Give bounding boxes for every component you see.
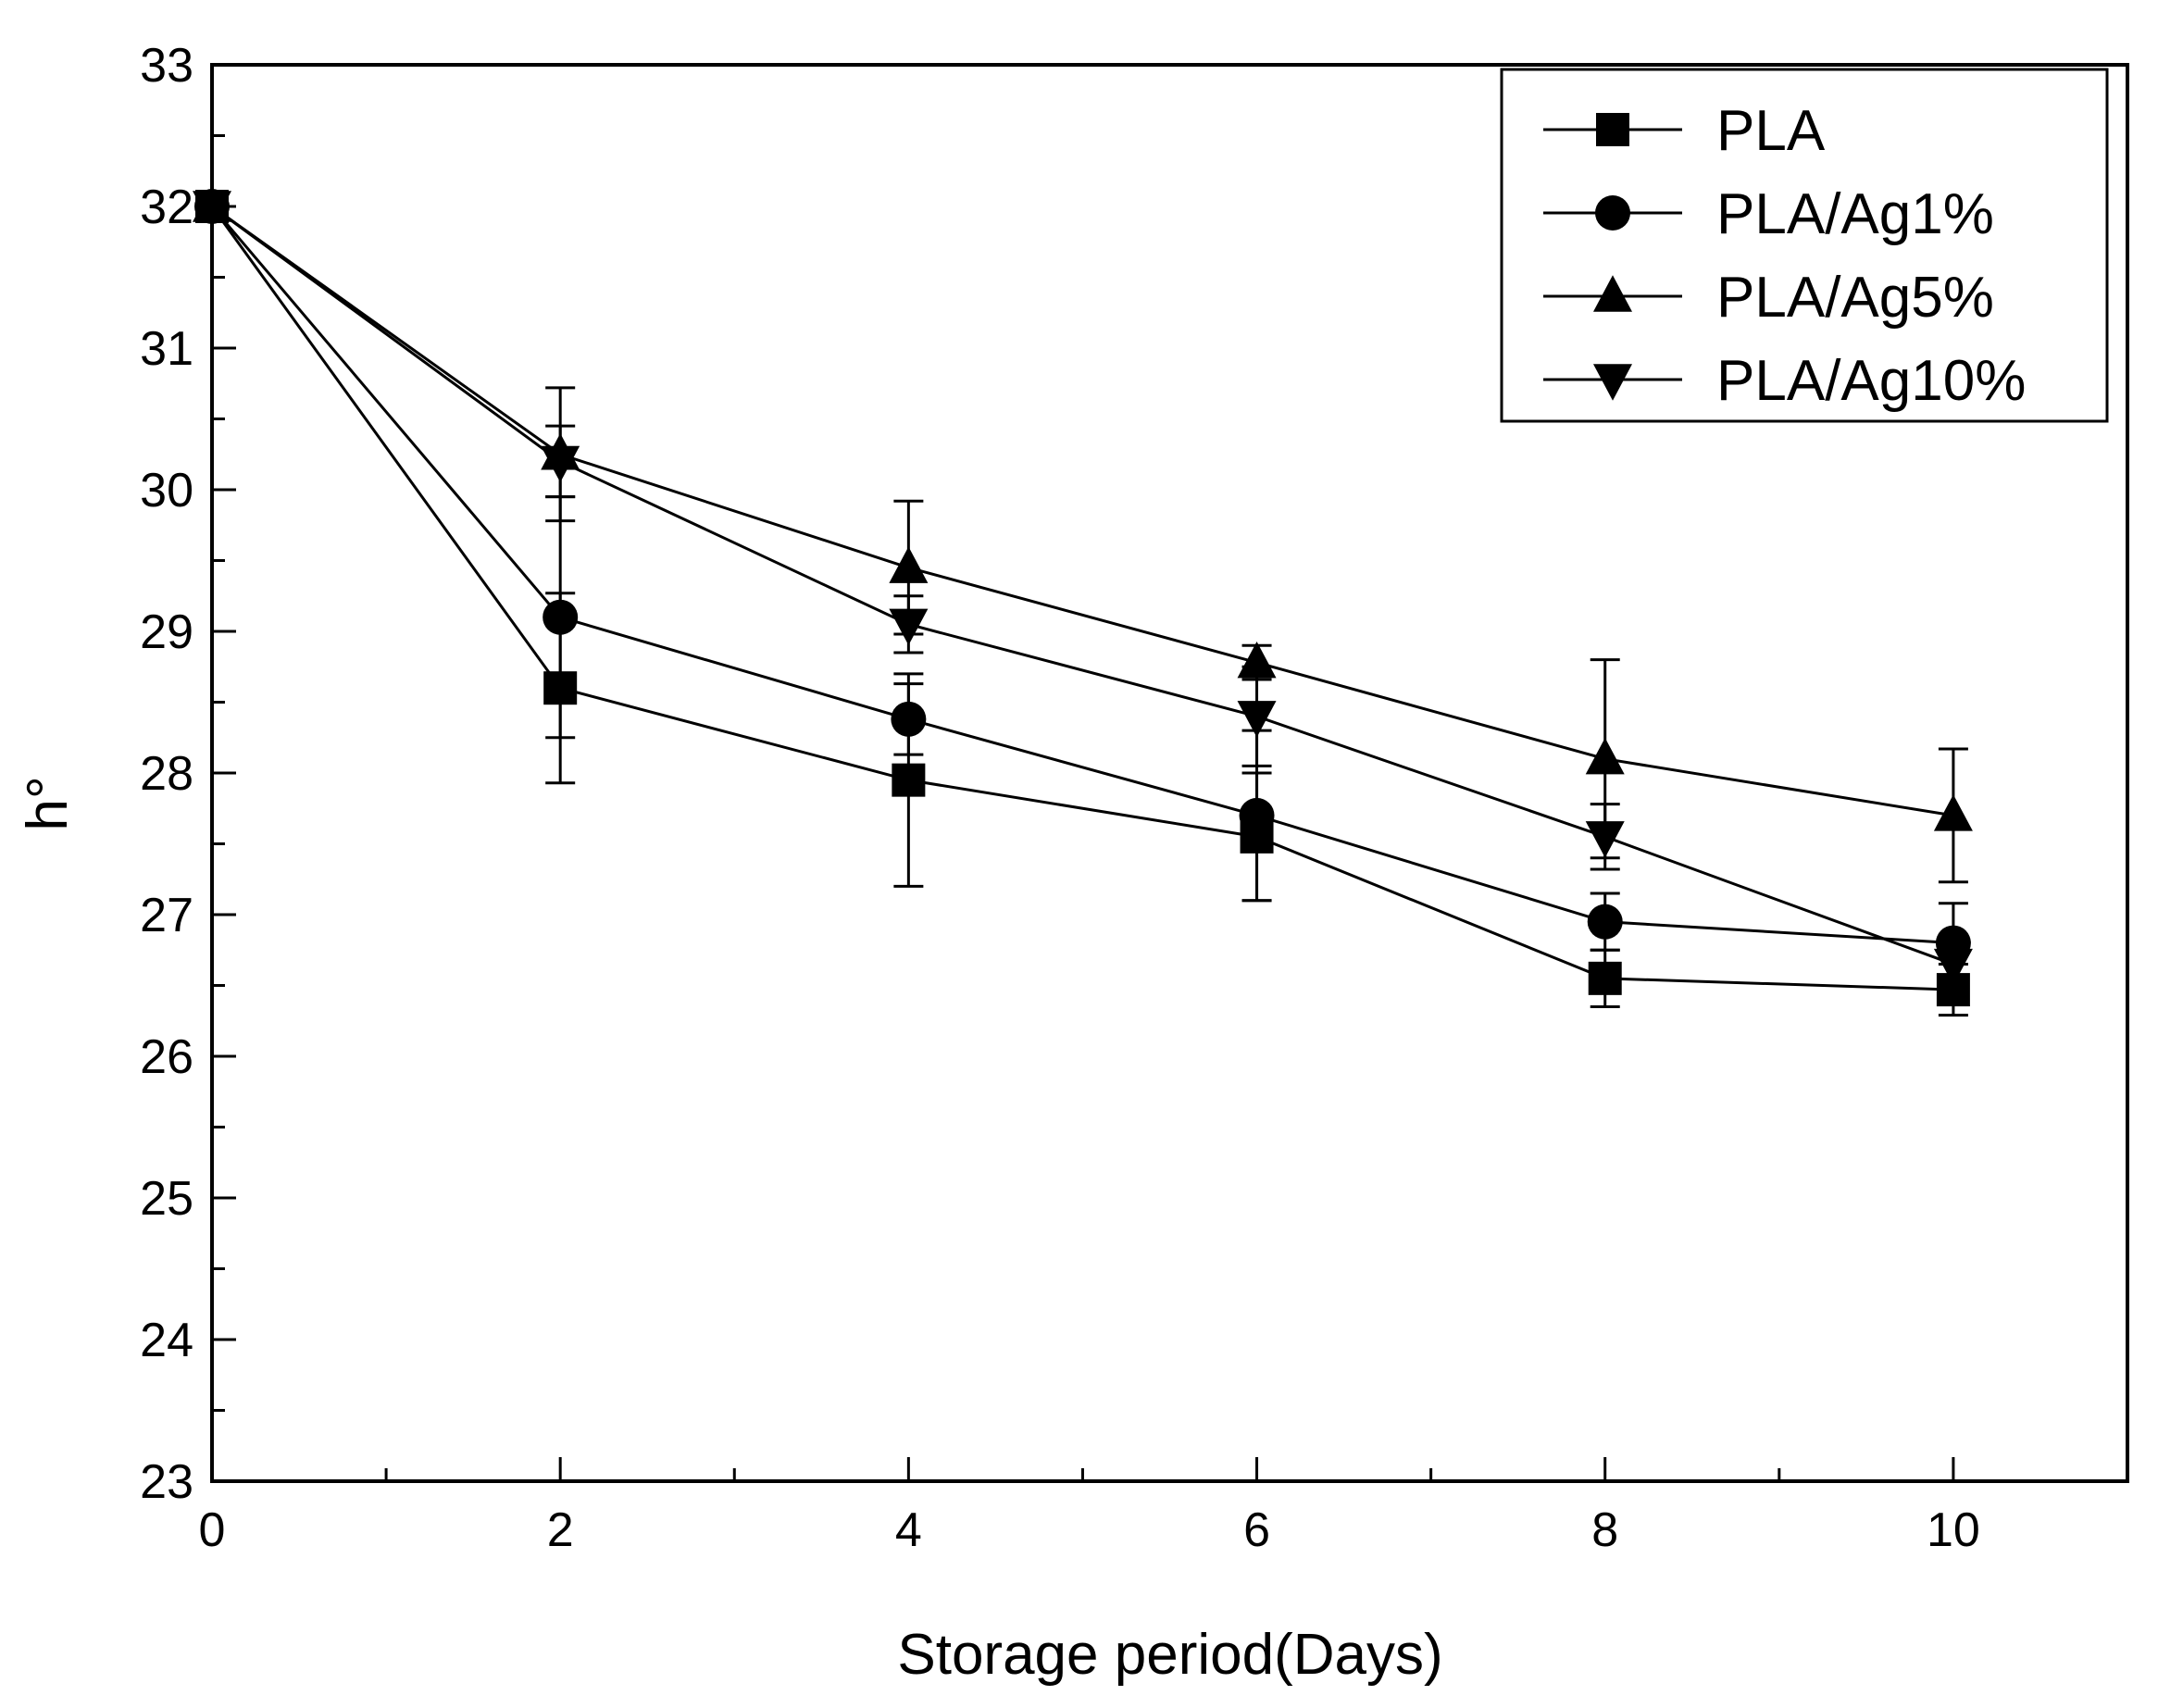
data-point — [1585, 738, 1625, 775]
legend-label: PLA/Ag10% — [1716, 349, 2026, 413]
x-tick-label: 6 — [1243, 1503, 1270, 1557]
series-line — [210, 206, 1953, 991]
y-tick-label: 33 — [140, 39, 193, 93]
x-tick-label: 8 — [1591, 1503, 1618, 1557]
y-tick-label: 25 — [140, 1172, 193, 1226]
series-line — [211, 205, 1954, 966]
y-tick-label: 28 — [140, 747, 193, 801]
data-point — [541, 445, 580, 483]
legend-label: PLA — [1716, 99, 1826, 163]
data-point — [1587, 904, 1623, 940]
series-line — [210, 206, 1954, 945]
data-point — [891, 701, 927, 737]
x-tick-label: 0 — [199, 1503, 226, 1557]
legend-group: PLA PLA/Ag1% PLA/Ag5% PLA/Ag10% — [1500, 68, 2109, 423]
data-point — [889, 608, 929, 646]
legend-marker — [1593, 275, 1632, 312]
series-group — [193, 185, 1973, 1017]
data-point — [889, 546, 929, 583]
data-point — [1237, 641, 1277, 679]
data-point — [1933, 948, 1973, 986]
y-tick-label: 31 — [140, 322, 193, 376]
x-axis-title: Storage period(Days) — [897, 1623, 1442, 1687]
y-tick-label: 32 — [140, 181, 193, 234]
data-point — [1237, 701, 1277, 738]
data-point — [1933, 794, 1973, 831]
x-tick-label: 2 — [547, 1503, 574, 1557]
y-tick-label: 30 — [140, 464, 193, 517]
y-tick-label: 26 — [140, 1030, 193, 1084]
x-tick-label: 4 — [895, 1503, 922, 1557]
data-point — [543, 599, 579, 635]
y-tick-label: 27 — [140, 889, 193, 942]
legend-label: PLA/Ag1% — [1716, 182, 1994, 246]
x-tick-label: 10 — [1927, 1503, 1980, 1557]
legend-marker — [1596, 113, 1629, 146]
data-point — [1588, 961, 1622, 995]
data-point — [193, 191, 231, 228]
legend-marker — [1595, 195, 1630, 231]
data-point — [892, 763, 926, 797]
y-tick-label: 29 — [140, 605, 193, 659]
legend-label: PLA/Ag5% — [1716, 266, 1994, 330]
data-point — [1585, 821, 1625, 858]
legend-marker — [1593, 364, 1632, 401]
y-axis-title: h° — [16, 776, 80, 830]
y-tick-label: 24 — [140, 1314, 193, 1367]
y-tick-label: 23 — [140, 1455, 193, 1509]
data-point — [1239, 797, 1275, 833]
series-line — [211, 205, 1954, 817]
